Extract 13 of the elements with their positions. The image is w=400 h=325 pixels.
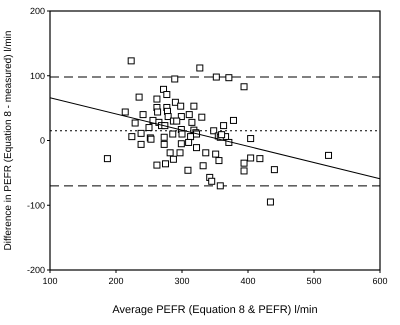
x-axis-title: Average PEFR (Equation 8 & PEFR) l/min [112, 304, 318, 316]
x-tick-label: 300 [174, 276, 190, 286]
x-tick-label: 200 [108, 276, 124, 286]
x-tick-label: 600 [372, 276, 388, 286]
x-tick-label: 500 [306, 276, 322, 286]
y-tick-label: -100 [26, 200, 45, 210]
y-tick-label: 100 [30, 70, 45, 81]
y-tick-label: -200 [26, 265, 45, 275]
x-tick-label: 100 [42, 276, 58, 286]
y-tick-label: 0 [40, 136, 45, 146]
y-tick-label: 200 [30, 6, 45, 16]
x-tick-label: 400 [240, 276, 256, 286]
y-axis-title: Difference in PEFR (Equation 8 - measured) l/min [3, 30, 14, 250]
